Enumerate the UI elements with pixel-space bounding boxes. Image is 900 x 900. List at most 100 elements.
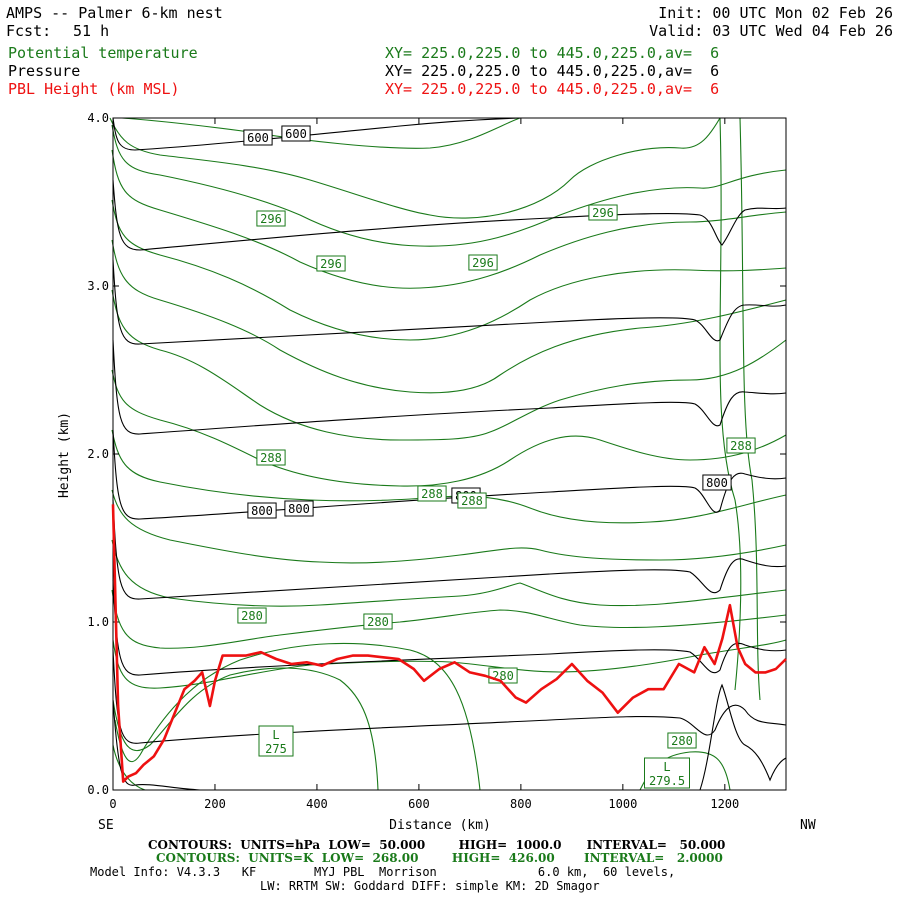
svg-text:288: 288 — [730, 439, 752, 453]
y-tick-label: 1.0 — [87, 615, 109, 629]
theta-contour — [111, 124, 787, 247]
footer-theta-contours: CONTOURS: UNITS=K LOW= 268.00 HIGH= 426.… — [156, 851, 723, 865]
x-axis-title: Distance (km) — [389, 818, 491, 833]
x-tick-label: 800 — [510, 797, 532, 811]
pressure-contour-label: 600 — [243, 129, 273, 146]
left-end-label: SE — [98, 818, 114, 833]
pressure-contour-label: 600 — [281, 125, 311, 142]
theta-contour-label: 280 — [667, 732, 697, 749]
svg-text:296: 296 — [320, 257, 342, 271]
pressure-contour — [112, 259, 787, 345]
theta-contour — [111, 149, 787, 289]
x-tick-label: 1200 — [710, 797, 739, 811]
pressure-contour — [112, 117, 521, 151]
pressure-contour — [112, 499, 787, 600]
y-tick-label: 2.0 — [87, 447, 109, 461]
axes: 0 200 400 600 800 1000 1200 0.0 1.0 2.0 3.0 4.0 — [87, 111, 786, 811]
theta-contour — [112, 744, 146, 791]
svg-text:L: L — [663, 760, 670, 774]
theta-contour-label: 280 — [237, 607, 267, 624]
pressure-contour-label: 800 — [702, 474, 732, 491]
svg-text:280: 280 — [367, 615, 389, 629]
theta-contour — [112, 639, 787, 689]
theta-contour-label: 296 — [316, 255, 346, 272]
field-name-pbl: PBL Height (km MSL) — [8, 80, 180, 98]
svg-text:296: 296 — [472, 256, 494, 270]
x-tick-label: 1000 — [608, 797, 637, 811]
svg-text:600: 600 — [247, 131, 269, 145]
svg-text:280: 280 — [492, 669, 514, 683]
theta-contour-label: 280 — [488, 667, 518, 684]
svg-text:280: 280 — [671, 734, 693, 748]
theta-contour — [121, 117, 521, 149]
footer-pressure-contours: CONTOURS: UNITS=hPa LOW= 50.000 HIGH= 10… — [148, 838, 726, 852]
forecast-label: Fcst: — [6, 22, 52, 40]
svg-text:800: 800 — [251, 504, 273, 518]
pressure-contour — [112, 179, 787, 251]
xy-pbl: XY= 225.0,225.0 to 445.0,225.0,av= 6 — [385, 80, 720, 98]
x-tick-label: 400 — [306, 797, 328, 811]
pressure-contour-label: 800 — [284, 500, 314, 517]
theta-contour — [112, 667, 379, 791]
theta-contour — [109, 117, 721, 219]
theta-contour — [111, 239, 787, 394]
xy-pressure: XY= 225.0,225.0 to 445.0,225.0,av= 6 — [385, 62, 720, 80]
theta-contour-label: 296 — [256, 210, 286, 227]
theta-contour — [739, 117, 761, 701]
pbl-height-series — [111, 504, 787, 783]
theta-contour — [111, 289, 787, 441]
svg-text:800: 800 — [706, 476, 728, 490]
footer-model-info: Model Info: V4.3.3 KF MYJ PBL Morrison 6… — [90, 865, 676, 879]
theta-contour-label: 288 — [417, 485, 447, 502]
pressure-contours — [112, 117, 787, 791]
forecast-hour: 51 h — [73, 22, 110, 40]
contour-labels: 6006008008008008002962962962962882882882… — [237, 125, 756, 789]
theta-contour-label: 280 — [363, 613, 393, 630]
x-tick-label: 0 — [109, 797, 116, 811]
svg-text:288: 288 — [421, 487, 443, 501]
valid-time: Valid: 03 UTC Wed 04 Feb 26 — [649, 22, 893, 40]
x-tick-label: 600 — [408, 797, 430, 811]
pressure-contour — [112, 699, 201, 791]
svg-text:275: 275 — [265, 742, 287, 756]
theta-contour-label: 288 — [457, 492, 487, 509]
theta-contour-label: 288 — [256, 449, 286, 466]
theta-contour — [111, 539, 787, 607]
theta-contour-label: 296 — [468, 254, 498, 271]
init-time: Init: 00 UTC Mon 02 Feb 26 — [658, 4, 893, 22]
svg-text:288: 288 — [461, 494, 483, 508]
pressure-contour — [112, 339, 787, 435]
field-name-theta: Potential temperature — [8, 44, 198, 62]
pressure-contour — [699, 683, 787, 791]
footer-physics: LW: RRTM SW: Goddard DIFF: simple KM: 2D… — [260, 879, 600, 893]
y-tick-label: 3.0 — [87, 279, 109, 293]
y-axis-title: Height (km) — [57, 412, 72, 498]
pressure-contour — [112, 649, 787, 744]
theta-contour — [111, 589, 787, 649]
svg-text:296: 296 — [260, 212, 282, 226]
theta-contour — [111, 489, 787, 564]
svg-text:296: 296 — [592, 206, 614, 220]
theta-contour — [111, 369, 787, 487]
svg-text:279.5: 279.5 — [649, 774, 685, 788]
pressure-contour-label: 800 — [247, 502, 277, 519]
pressure-contour — [112, 429, 787, 520]
theta-contour — [111, 429, 787, 524]
theta-contour-label: 296 — [588, 204, 618, 221]
x-tick-label: 200 — [204, 797, 226, 811]
y-tick-label: 4.0 — [87, 111, 109, 125]
svg-text:280: 280 — [241, 609, 263, 623]
theta-contour — [111, 199, 787, 341]
svg-text:600: 600 — [285, 127, 307, 141]
right-end-label: NW — [800, 818, 816, 833]
svg-text:800: 800 — [288, 502, 310, 516]
theta-contour — [114, 642, 481, 791]
svg-text:L: L — [272, 728, 279, 742]
theta-contours — [109, 117, 787, 791]
y-tick-label: 0.0 — [87, 783, 109, 797]
xy-theta: XY= 225.0,225.0 to 445.0,225.0,av= 6 — [385, 44, 720, 62]
theta-contour-label: 288 — [726, 437, 756, 454]
